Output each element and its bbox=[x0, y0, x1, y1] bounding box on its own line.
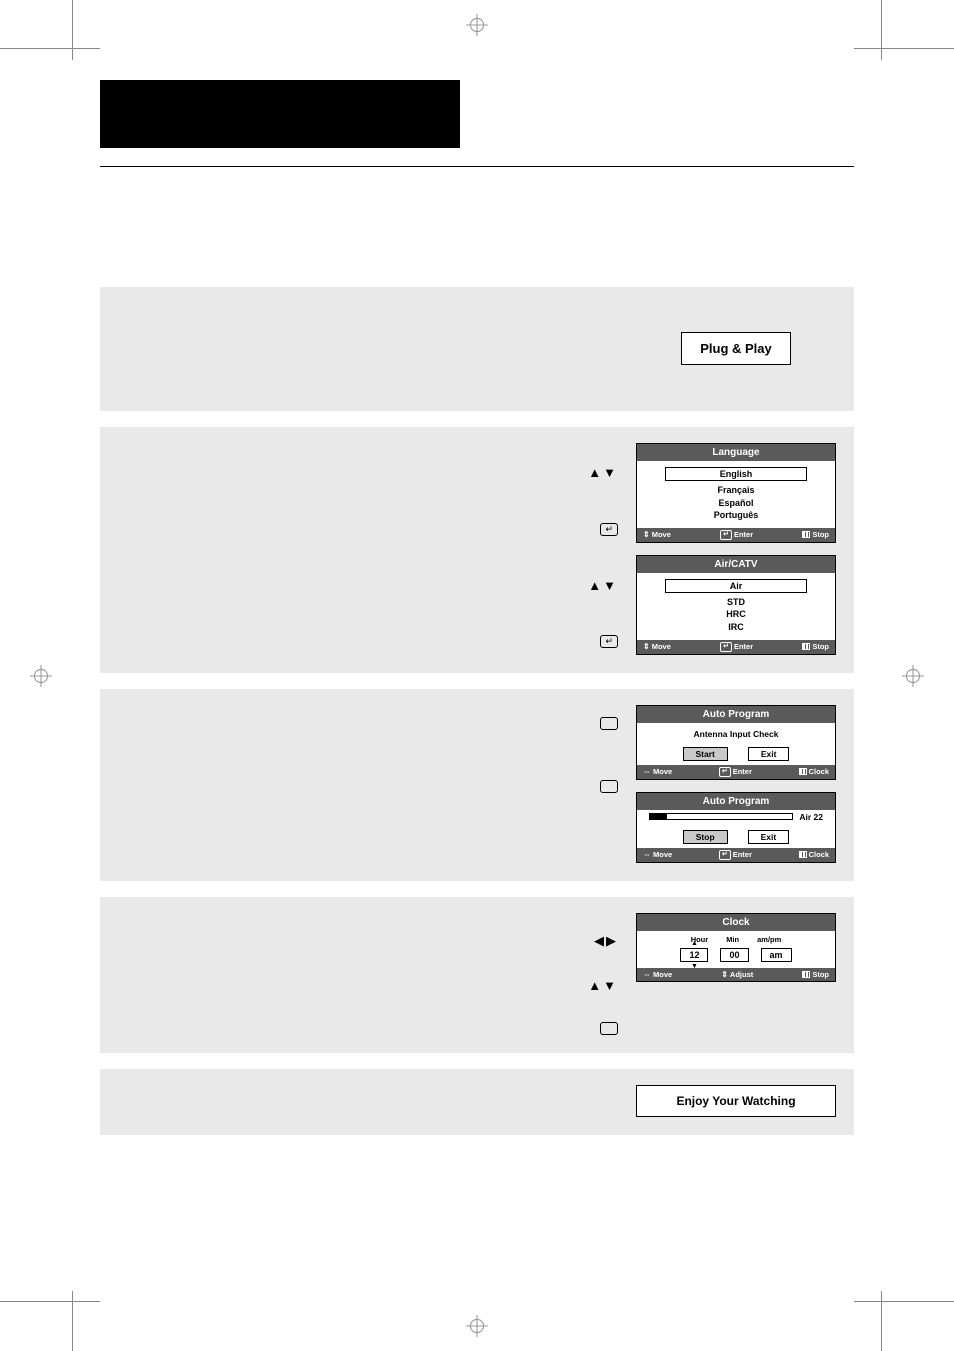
osd-option: STD bbox=[647, 596, 825, 609]
foot-enter: Enter bbox=[734, 642, 753, 651]
foot-enter: Enter bbox=[734, 530, 753, 539]
step-language-air: ▲▼ ↵ ▲▼ ↵ Language English Français Espa… bbox=[100, 427, 854, 673]
updown-icon: ⇕ bbox=[643, 530, 650, 539]
stop-icon bbox=[802, 971, 810, 978]
osd-selected-option: English bbox=[665, 467, 807, 481]
crop-mark bbox=[0, 1301, 100, 1303]
foot-stop: Stop bbox=[812, 970, 829, 979]
clock-ampm-value: am bbox=[761, 948, 792, 962]
updown-icon: ⇕ bbox=[721, 970, 728, 979]
triangle-down-icon: ▼ bbox=[691, 963, 698, 970]
foot-stop: Stop bbox=[812, 530, 829, 539]
up-down-arrows-icon: ▲▼ bbox=[588, 463, 618, 483]
osd-option: IRC bbox=[647, 621, 825, 634]
foot-adjust: Adjust bbox=[730, 970, 753, 979]
osd-language-menu: Language English Français Español Portug… bbox=[636, 443, 836, 543]
enter-icon: ↵ bbox=[600, 1022, 618, 1035]
osd-subtitle: Antenna Input Check bbox=[637, 723, 835, 741]
registration-mark-icon bbox=[902, 665, 924, 687]
enter-icon: ↵ bbox=[719, 767, 731, 777]
osd-exit-button: Exit bbox=[748, 747, 790, 761]
horizontal-rule bbox=[100, 166, 854, 167]
enter-icon: ↵ bbox=[600, 635, 618, 648]
osd-auto-program-progress: Auto Program Air 22 Stop Exit ⇔Move ↵Ent… bbox=[636, 792, 836, 863]
up-down-arrows-icon: ▲▼ bbox=[588, 976, 618, 996]
step-auto-program: ↵ ↵ Auto Program Antenna Input Check Sta… bbox=[100, 689, 854, 881]
foot-enter: Enter bbox=[733, 850, 752, 859]
crop-mark bbox=[0, 48, 100, 50]
osd-title: Language bbox=[637, 444, 835, 461]
leftright-icon: ⇔ bbox=[643, 850, 651, 859]
foot-move: Move bbox=[652, 642, 671, 651]
crop-mark bbox=[880, 1291, 882, 1351]
stop-icon bbox=[802, 643, 810, 650]
stop-icon bbox=[799, 768, 807, 775]
foot-enter: Enter bbox=[733, 767, 752, 776]
foot-clock: Clock bbox=[809, 767, 829, 776]
crop-mark bbox=[880, 0, 882, 60]
progress-label: Air 22 bbox=[799, 812, 823, 822]
osd-option: Español bbox=[647, 497, 825, 510]
stop-icon bbox=[799, 851, 807, 858]
crop-mark bbox=[854, 48, 954, 50]
osd-option: Français bbox=[647, 484, 825, 497]
plug-and-play-box: Plug & Play bbox=[681, 332, 791, 365]
foot-move: Move bbox=[652, 530, 671, 539]
progress-bar bbox=[649, 813, 793, 820]
step-clock: ◀▶ ▲▼ ↵ Clock Hour Min am/pm bbox=[100, 897, 854, 1053]
osd-auto-program-check: Auto Program Antenna Input Check Start E… bbox=[636, 705, 836, 780]
osd-air-catv-menu: Air/CATV Air STD HRC IRC ⇕Move ↵Enter St… bbox=[636, 555, 836, 655]
crop-mark bbox=[72, 1291, 74, 1351]
osd-title: Clock bbox=[637, 914, 835, 931]
clock-hour-value: 12 bbox=[680, 948, 708, 962]
enjoy-box: Enjoy Your Watching bbox=[636, 1085, 836, 1117]
enter-icon: ↵ bbox=[720, 642, 732, 652]
enter-icon: ↵ bbox=[600, 523, 618, 536]
enter-icon: ↵ bbox=[720, 530, 732, 540]
registration-mark-icon bbox=[30, 665, 52, 687]
stop-icon bbox=[802, 531, 810, 538]
step-enjoy: Enjoy Your Watching bbox=[100, 1069, 854, 1135]
foot-move: Move bbox=[653, 970, 672, 979]
leftright-icon: ⇔ bbox=[643, 767, 651, 776]
osd-clock-menu: Clock Hour Min am/pm ▲ 12 ▼ bbox=[636, 913, 836, 982]
enter-icon: ↵ bbox=[719, 850, 731, 860]
foot-stop: Stop bbox=[812, 642, 829, 651]
osd-selected-option: Air bbox=[665, 579, 807, 593]
up-down-arrows-icon: ▲▼ bbox=[588, 576, 618, 596]
osd-title: Auto Program bbox=[637, 706, 835, 723]
crop-mark bbox=[72, 0, 74, 60]
foot-move: Move bbox=[653, 850, 672, 859]
updown-icon: ⇕ bbox=[643, 642, 650, 651]
clock-min-value: 00 bbox=[720, 948, 748, 962]
osd-title: Air/CATV bbox=[637, 556, 835, 573]
osd-title: Auto Program bbox=[637, 793, 835, 810]
registration-mark-icon bbox=[466, 1315, 488, 1337]
left-right-arrows-icon: ◀▶ bbox=[594, 931, 618, 951]
clock-ampm-label: am/pm bbox=[757, 935, 781, 944]
foot-clock: Clock bbox=[809, 850, 829, 859]
crop-mark bbox=[854, 1301, 954, 1303]
registration-mark-icon bbox=[466, 14, 488, 36]
step-plug-and-play: Plug & Play bbox=[100, 287, 854, 411]
clock-min-label: Min bbox=[726, 935, 739, 944]
osd-start-button: Start bbox=[683, 747, 728, 761]
osd-exit-button: Exit bbox=[748, 830, 790, 844]
title-blackbar bbox=[100, 80, 460, 148]
foot-move: Move bbox=[653, 767, 672, 776]
triangle-up-icon: ▲ bbox=[691, 940, 698, 947]
enter-icon: ↵ bbox=[600, 717, 618, 730]
osd-option: HRC bbox=[647, 608, 825, 621]
enter-icon: ↵ bbox=[600, 780, 618, 793]
leftright-icon: ⇔ bbox=[643, 970, 651, 979]
osd-option: Português bbox=[647, 509, 825, 522]
osd-stop-button: Stop bbox=[683, 830, 728, 844]
